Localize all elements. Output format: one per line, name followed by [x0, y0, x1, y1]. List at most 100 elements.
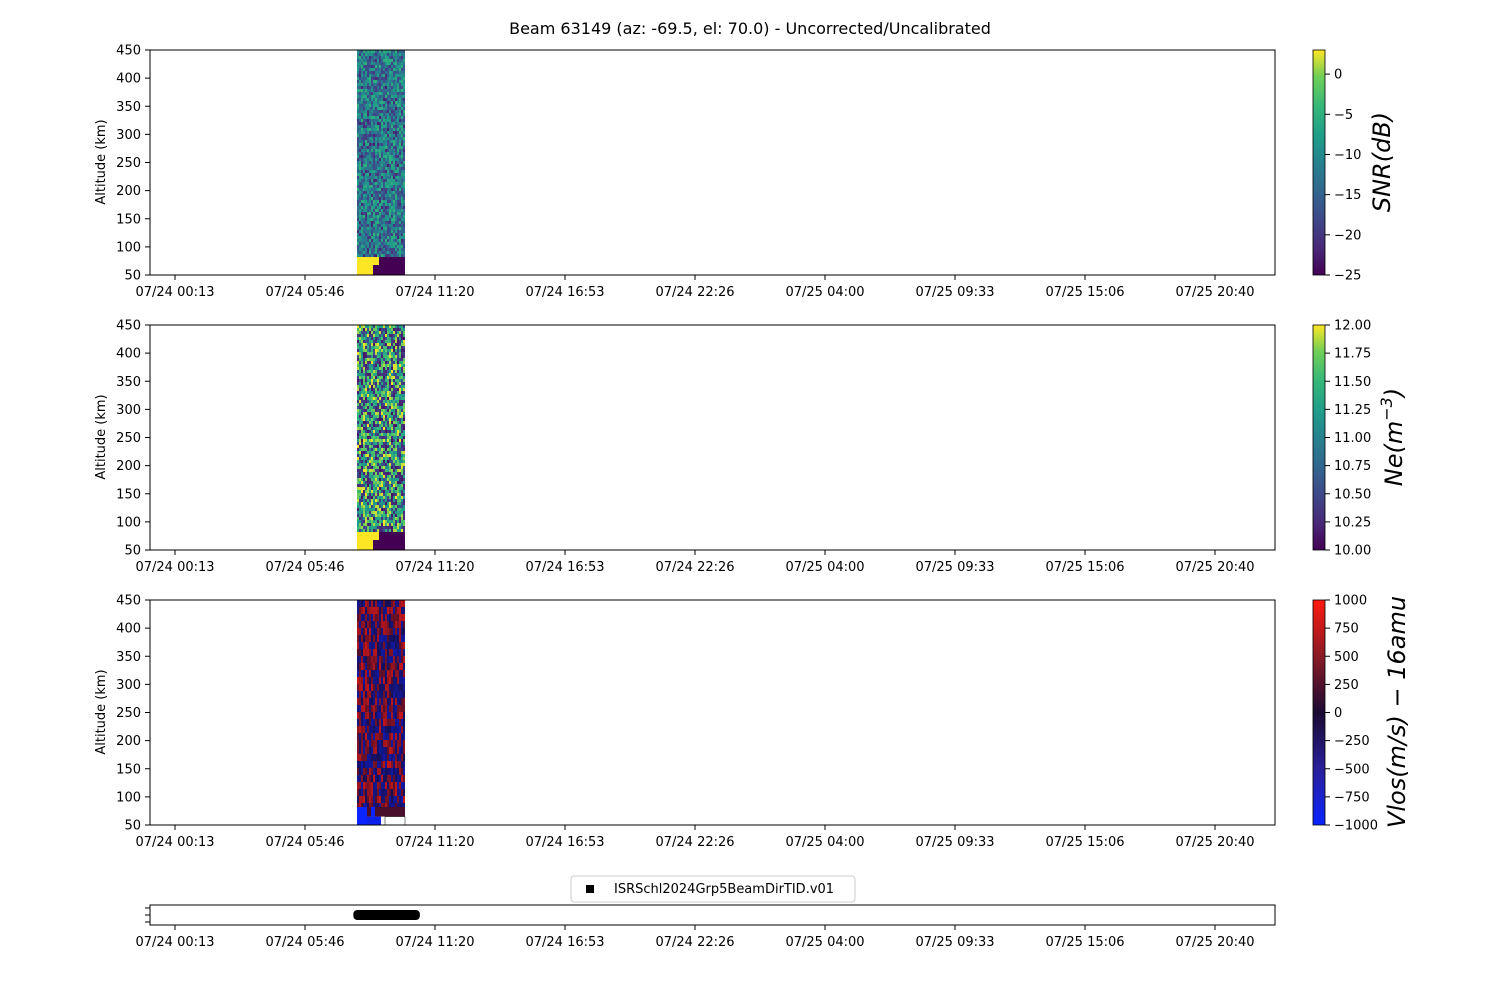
vlos-heatmap-cell: [365, 628, 367, 635]
vlos-heatmap-cell: [379, 691, 381, 698]
ne-heatmap-cell: [379, 469, 381, 472]
snr-heatmap-cell: [363, 80, 365, 83]
ne-heatmap-cell: [381, 370, 383, 373]
ne-heatmap-cell: [359, 490, 361, 493]
ne-heatmap-cell: [403, 481, 405, 484]
ne-heatmap-cell: [397, 445, 399, 448]
ne-heatmap-cell: [385, 427, 387, 430]
snr-heatmap-cell: [387, 254, 389, 257]
snr-heatmap-cell: [363, 206, 365, 209]
ne-heatmap-cell: [391, 421, 393, 424]
snr-heatmap-cell: [377, 104, 379, 107]
snr-heatmap-cell: [397, 242, 399, 245]
snr-heatmap-cell: [385, 131, 387, 134]
vlos-heatmap-cell: [401, 705, 403, 712]
snr-heatmap-cell: [357, 56, 359, 59]
ne-heatmap-cell: [393, 415, 395, 418]
snr-heatmap-cell: [367, 119, 369, 122]
ne-heatmap-cell: [357, 355, 359, 358]
vlos-heatmap-cell: [383, 747, 385, 754]
snr-heatmap-cell: [379, 53, 381, 56]
snr-heatmap-cell: [361, 62, 363, 65]
ne-heatmap-cell: [403, 502, 405, 505]
snr-heatmap-cell: [369, 221, 371, 224]
ne-heatmap-cell: [367, 343, 369, 346]
ne-heatmap-cell: [385, 505, 387, 508]
snr-heatmap-cell: [387, 146, 389, 149]
ne-heatmap-cell: [361, 478, 363, 481]
ne-heatmap-cell: [387, 340, 389, 343]
ne-heatmap-cell: [377, 334, 379, 337]
snr-heatmap-cell: [365, 119, 367, 122]
ne-heatmap-cell: [359, 511, 361, 514]
ne-heatmap-cell: [387, 427, 389, 430]
ne-heatmap-cell: [393, 367, 395, 370]
snr-heatmap-cell: [365, 218, 367, 221]
ne-heatmap-cell: [393, 424, 395, 427]
snr-heatmap-cell: [393, 248, 395, 251]
snr-heatmap-cell: [361, 176, 363, 179]
ne-heatmap-cell: [357, 475, 359, 478]
vlos-heatmap-cell: [373, 684, 375, 691]
vlos-heatmap-cell: [361, 726, 363, 733]
ne-heatmap-cell: [391, 508, 393, 511]
ne-heatmap-cell: [401, 361, 403, 364]
ne-heatmap-cell: [391, 502, 393, 505]
snr-heatmap-cell: [371, 173, 373, 176]
snr-heatmap-cell: [401, 155, 403, 158]
snr-heatmap-cell: [373, 173, 375, 176]
snr-heatmap-cell: [375, 215, 377, 218]
vlos-heatmap-cell: [377, 754, 379, 761]
snr-heatmap-cell: [385, 242, 387, 245]
ne-heatmap-cell: [381, 382, 383, 385]
snr-heatmap-cell: [371, 137, 373, 140]
snr-heatmap-cell: [369, 104, 371, 107]
ne-heatmap-cell: [393, 352, 395, 355]
ne-heatmap-cell: [371, 493, 373, 496]
vlos-heatmap-cell: [381, 754, 383, 761]
vlos-heatmap-cell: [391, 691, 393, 698]
ne-heatmap-cell: [357, 391, 359, 394]
ne-heatmap-cell: [363, 328, 365, 331]
snr-heatmap-cell: [391, 200, 393, 203]
snr-heatmap-cell: [403, 176, 405, 179]
ne-heatmap-cell: [383, 517, 385, 520]
ne-heatmap-cell: [387, 352, 389, 355]
snr-heatmap-cell: [391, 188, 393, 191]
snr-heatmap-cell: [399, 125, 401, 128]
vlos-heatmap-cell: [391, 684, 393, 691]
ne-heatmap-cell: [383, 502, 385, 505]
ne-heatmap-cell: [361, 508, 363, 511]
vlos-heatmap-cell: [369, 782, 371, 789]
ne-heatmap-cell: [389, 370, 391, 373]
snr-heatmap-cell: [369, 155, 371, 158]
vlos-heatmap-cell: [391, 677, 393, 684]
ne-heatmap-cell: [363, 370, 365, 373]
snr-heatmap-cell: [381, 140, 383, 143]
snr-heatmap-cell: [377, 95, 379, 98]
ne-heatmap-cell: [395, 475, 397, 478]
snr-y-tick-label: 400: [116, 72, 141, 87]
snr-heatmap-cell: [361, 155, 363, 158]
snr-heatmap-cell: [359, 254, 361, 257]
snr-heatmap-cell: [367, 200, 369, 203]
ne-heatmap-cell: [399, 472, 401, 475]
snr-heatmap-cell: [393, 236, 395, 239]
snr-heatmap-cell: [387, 170, 389, 173]
ne-heatmap-cell: [393, 436, 395, 439]
vlos-heatmap-cell: [403, 642, 405, 649]
ne-heatmap-cell: [381, 403, 383, 406]
ne-heatmap-cell: [397, 382, 399, 385]
ne-heatmap-cell: [361, 427, 363, 430]
snr-heatmap-cell: [387, 119, 389, 122]
ne-heatmap-cell: [371, 355, 373, 358]
snr-heatmap-cell: [391, 242, 393, 245]
ne-heatmap-cell: [389, 334, 391, 337]
ne-heatmap-cell: [395, 445, 397, 448]
snr-heatmap-cell: [395, 179, 397, 182]
ne-heatmap-cell: [399, 361, 401, 364]
ne-heatmap-cell: [375, 418, 377, 421]
snr-heatmap-cell: [361, 122, 363, 125]
ne-heatmap-cell: [377, 385, 379, 388]
